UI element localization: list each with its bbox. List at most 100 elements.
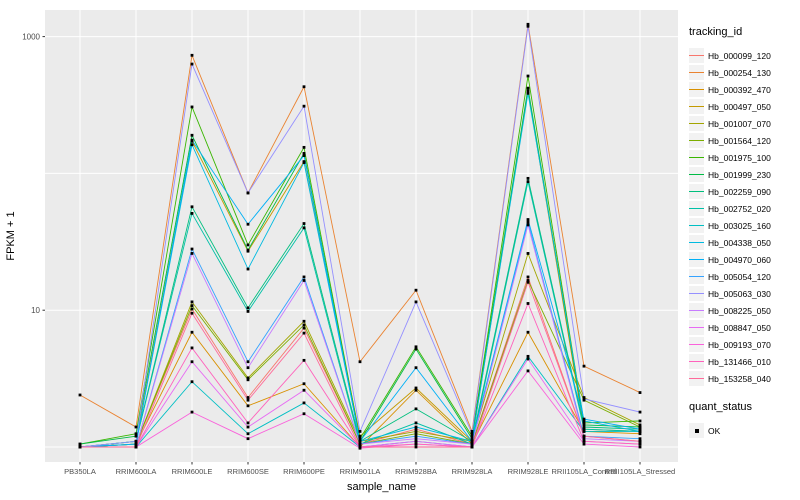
data-point — [134, 432, 138, 436]
data-point — [582, 421, 586, 425]
legend-item-Hb_001975_100: Hb_001975_100 — [689, 149, 800, 166]
data-point — [638, 423, 642, 427]
y-axis: 1000 10 — [22, 32, 45, 315]
legend-item-label: Hb_131466_010 — [708, 356, 771, 367]
legend-key-line-icon — [689, 201, 704, 216]
data-point — [302, 412, 306, 416]
data-point — [246, 421, 250, 425]
legend-item-label: Hb_008225_050 — [708, 305, 771, 316]
legend-key-line-icon — [689, 286, 704, 301]
data-point — [190, 133, 194, 137]
legend-tracking-items: Hb_000099_120 Hb_000254_130 Hb_000392_470 H… — [689, 47, 800, 387]
legend-item-Hb_008225_050: Hb_008225_050 — [689, 302, 800, 319]
data-point — [638, 445, 642, 449]
data-point — [582, 364, 586, 368]
legend-item-Hb_002259_090: Hb_002259_090 — [689, 183, 800, 200]
data-point — [246, 222, 250, 226]
legend-item-Hb_001999_230: Hb_001999_230 — [689, 166, 800, 183]
data-point — [414, 407, 418, 411]
data-point — [582, 439, 586, 443]
data-point — [190, 143, 194, 147]
data-point — [414, 434, 418, 438]
data-point — [582, 434, 586, 438]
data-point — [526, 180, 530, 184]
data-point — [526, 330, 530, 334]
data-point — [190, 410, 194, 414]
data-point — [246, 378, 250, 382]
legend-panel: tracking_id Hb_000099_120 Hb_000254_130 Hb… — [685, 0, 800, 500]
data-point — [638, 430, 642, 433]
data-point — [414, 430, 418, 433]
y-axis-title: FPKM + 1 — [5, 211, 17, 260]
data-point — [526, 86, 530, 90]
data-point — [302, 275, 306, 279]
data-point — [526, 354, 530, 358]
y-tick-label: 1000 — [22, 32, 40, 41]
legend-key-line-icon — [689, 337, 704, 352]
legend-item-label: Hb_009193_070 — [708, 339, 771, 350]
data-point — [302, 152, 306, 155]
legend-key-line-icon — [689, 167, 704, 182]
legend-item-Hb_000099_120: Hb_000099_120 — [689, 47, 800, 64]
legend-item-label: Hb_001007_070 — [708, 118, 771, 129]
x-tick-label-RRIM600LA: RRIM600LA — [116, 467, 157, 476]
legend-item-label: Hb_001999_230 — [708, 169, 771, 180]
x-tick-label-RRIM600SE: RRIM600SE — [227, 467, 269, 476]
legend-item-Hb_000497_050: Hb_000497_050 — [689, 98, 800, 115]
data-point — [526, 279, 530, 282]
data-point — [246, 396, 250, 399]
data-point — [78, 393, 82, 397]
data-point — [582, 397, 586, 401]
legend-key-line-icon — [689, 252, 704, 267]
data-point — [190, 300, 194, 304]
legend-quant-items: OK — [689, 422, 800, 439]
data-point — [190, 247, 194, 251]
legend-item-Hb_005054_120: Hb_005054_120 — [689, 268, 800, 285]
data-point — [190, 138, 194, 142]
data-point — [302, 323, 306, 327]
legend-item-label: Hb_000392_470 — [708, 84, 771, 95]
data-point — [358, 442, 362, 446]
panel-background — [45, 10, 678, 462]
legend-key-line-icon — [689, 133, 704, 148]
data-point — [190, 62, 194, 66]
x-tick-label-RRII105LA_Stressed: RRII105LA_Stressed — [605, 467, 675, 476]
data-point — [246, 267, 250, 271]
data-points — [78, 22, 642, 450]
data-point — [190, 307, 194, 311]
data-point — [246, 360, 250, 364]
data-point — [302, 226, 306, 230]
data-point — [302, 388, 306, 392]
legend-item-Hb_001007_070: Hb_001007_070 — [689, 115, 800, 132]
data-point — [582, 419, 586, 423]
data-point — [358, 439, 362, 443]
legend-key-line-icon — [689, 48, 704, 63]
data-point — [470, 439, 474, 443]
legend-item-label: Hb_001975_100 — [708, 152, 771, 163]
data-point — [190, 205, 194, 209]
legend-key-line-icon — [689, 218, 704, 233]
x-tick-label-RRIM600LE: RRIM600LE — [172, 467, 213, 476]
x-tick-label-RRIM928LA: RRIM928LA — [452, 467, 493, 476]
data-point — [190, 212, 194, 215]
y-tick-label: 10 — [31, 306, 40, 315]
data-point — [414, 386, 418, 390]
data-point — [526, 22, 530, 26]
data-point — [470, 442, 474, 446]
data-point — [414, 427, 418, 431]
data-point — [582, 437, 586, 441]
legend-item-Hb_002752_020: Hb_002752_020 — [689, 200, 800, 217]
legend-item-Hb_000392_470: Hb_000392_470 — [689, 81, 800, 98]
legend-item-Hb_000254_130: Hb_000254_130 — [689, 64, 800, 81]
data-point — [190, 360, 194, 364]
data-point — [246, 248, 250, 252]
legend-item-label: Hb_002259_090 — [708, 186, 771, 197]
x-tick-label-RRII105LA_Control: RRII105LA_Control — [551, 467, 616, 476]
legend-item-label: Hb_000099_120 — [708, 50, 771, 61]
data-point — [526, 220, 530, 224]
data-point — [190, 252, 194, 255]
legend-item-label: Hb_004338_050 — [708, 237, 771, 248]
legend-item-Hb_131466_010: Hb_131466_010 — [689, 353, 800, 370]
legend-item-Hb_008847_050: Hb_008847_050 — [689, 319, 800, 336]
